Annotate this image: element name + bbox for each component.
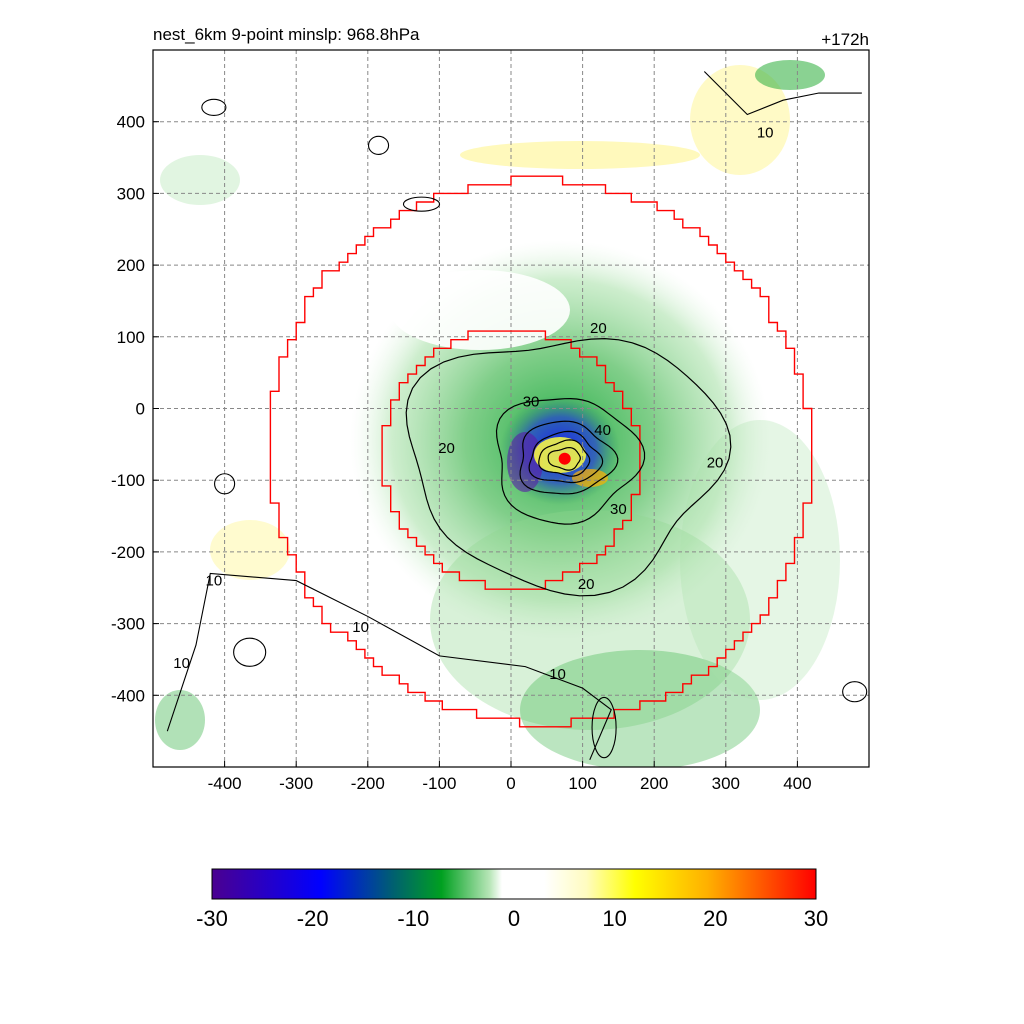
contour-label: 30 — [523, 393, 540, 410]
colorbar-tick-label: 20 — [703, 906, 727, 931]
x-tick-label: 300 — [712, 774, 740, 793]
y-tick-label: -200 — [111, 543, 145, 562]
contour-label: 10 — [549, 666, 566, 683]
red-rings — [269, 175, 813, 728]
contour-inner — [528, 430, 604, 484]
contour-label: 10 — [757, 124, 774, 141]
contour-blob — [591, 696, 617, 759]
colorbar-tick-label: -30 — [196, 906, 228, 931]
x-axis-ticks: -400 -300 -200 -100 0 100 200 300 400 — [208, 761, 812, 793]
colorbar-tick-label: 0 — [508, 906, 520, 931]
contour-label: 10 — [173, 655, 190, 672]
colorbar-tick-label: 30 — [804, 906, 828, 931]
contour-40 — [519, 420, 619, 495]
y-tick-label: 300 — [117, 184, 145, 203]
colorbar-tick-label: -10 — [397, 906, 429, 931]
contour-30 — [495, 397, 646, 525]
contour-inner — [538, 439, 591, 477]
contour-20 — [405, 337, 732, 597]
x-tick-label: -300 — [279, 774, 313, 793]
y-tick-label: 0 — [136, 400, 145, 419]
forecast-hour: +172h — [821, 30, 869, 49]
inner-red-ring — [381, 330, 641, 590]
contour-10-ne — [703, 71, 862, 116]
contour-blob — [367, 135, 390, 155]
contour-label: 10 — [206, 573, 223, 590]
y-tick-label: 100 — [117, 328, 145, 347]
x-tick-label: 200 — [640, 774, 668, 793]
y-tick-label: -300 — [111, 615, 145, 634]
x-tick-label: 100 — [568, 774, 596, 793]
plot-area: 20 30 40 20 20 30 20 10 10 10 10 10 — [153, 50, 869, 767]
contour-blob — [402, 196, 441, 212]
x-tick-label: -100 — [422, 774, 456, 793]
contour-label: 20 — [707, 454, 724, 471]
x-tick-label: 400 — [783, 774, 811, 793]
contour-label: 40 — [594, 422, 611, 439]
y-tick-label: 200 — [117, 256, 145, 275]
contour-label: 30 — [610, 501, 627, 518]
contour-label: 20 — [590, 320, 607, 337]
storm-center-marker — [558, 452, 571, 465]
x-tick-label: -200 — [351, 774, 385, 793]
y-axis-ticks: 400 300 200 100 0 -100 -200 -300 -400 — [111, 113, 159, 705]
y-tick-label: -100 — [111, 471, 145, 490]
colorbar-ticks: -30 -20 -10 0 10 20 30 — [196, 906, 828, 931]
y-tick-label: -400 — [111, 686, 145, 705]
contour-label: 20 — [438, 440, 455, 457]
contour-10 — [166, 572, 612, 761]
contour-blob — [214, 473, 236, 495]
contour-blob — [201, 98, 227, 116]
y-tick-label: 400 — [117, 113, 145, 132]
contour-lines — [166, 71, 868, 761]
colorbar-tick-label: -20 — [297, 906, 329, 931]
contour-blob — [233, 637, 267, 667]
x-tick-label: -400 — [208, 774, 242, 793]
contour-blob — [842, 681, 868, 703]
chart-title: nest_6km 9-point minslp: 968.8hPa — [153, 25, 420, 44]
x-tick-label: 0 — [506, 774, 515, 793]
colorbar-tick-label: 10 — [602, 906, 626, 931]
contour-label: 20 — [578, 576, 595, 593]
outer-red-ring — [269, 175, 813, 728]
grid-lines — [153, 50, 869, 767]
colorbar: -30 -20 -10 0 10 20 30 — [196, 868, 828, 931]
colorbar-gradient — [211, 868, 817, 900]
contour-inner — [547, 446, 581, 471]
contour-label: 10 — [352, 619, 369, 636]
contour-label-group: 20 30 40 20 20 30 20 10 10 10 10 10 — [173, 124, 773, 682]
